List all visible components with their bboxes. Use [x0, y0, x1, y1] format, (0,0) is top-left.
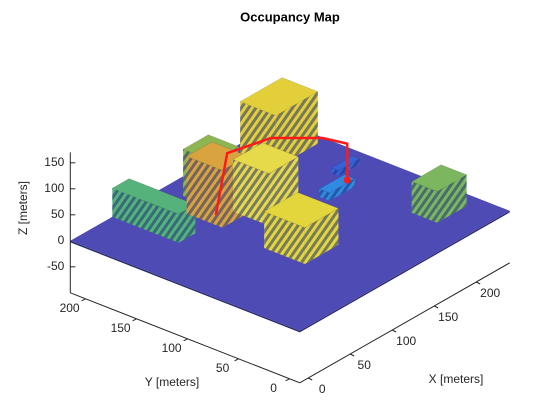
- x-tick-label: 0: [319, 382, 326, 396]
- y-tick-label: 50: [216, 361, 230, 375]
- z-tick-label: 0: [58, 233, 65, 247]
- building-top: [330, 155, 361, 172]
- building-top: [232, 142, 299, 174]
- building-side-texture: [233, 159, 269, 226]
- x-tick: [433, 305, 439, 309]
- y-tick-label: 150: [111, 321, 131, 335]
- x-tick: [307, 377, 313, 381]
- building-front-texture: [437, 174, 467, 223]
- x-tick-label: 100: [396, 334, 416, 348]
- path-end: [343, 176, 351, 184]
- y-tick: [234, 358, 239, 362]
- y-tick-label: 100: [162, 341, 182, 355]
- z-tick-label: 50: [51, 207, 65, 221]
- y-tick: [285, 378, 290, 382]
- building-front-texture: [304, 208, 339, 264]
- building-side-texture: [331, 168, 339, 176]
- z-axis-label: Z [meters]: [16, 181, 30, 235]
- x-tick-label: 50: [358, 358, 372, 372]
- x-tick: [391, 329, 397, 333]
- chart-title: Occupancy Map: [240, 9, 340, 24]
- building-side-texture: [319, 189, 330, 201]
- building-side-texture: [264, 211, 305, 264]
- y-tick-label: 200: [60, 301, 80, 315]
- y-tick: [132, 318, 137, 322]
- x-tick: [475, 281, 481, 285]
- x-axis-line: [299, 262, 511, 384]
- x-tick: [349, 353, 355, 357]
- building-top: [263, 192, 340, 228]
- building-front-texture: [275, 91, 318, 168]
- building-front-texture: [329, 178, 355, 201]
- y-tick-label: 0: [270, 381, 277, 395]
- building-top: [239, 77, 319, 116]
- building-side-texture: [411, 181, 438, 223]
- building-front-texture: [338, 158, 360, 176]
- building-top: [411, 164, 468, 192]
- x-axis-label: X [meters]: [429, 372, 484, 386]
- z-tick-label: -50: [47, 259, 65, 273]
- y-tick: [81, 298, 86, 302]
- z-tick-label: 150: [44, 155, 64, 169]
- x-tick-label: 200: [480, 286, 500, 300]
- y-axis-line: [70, 292, 300, 384]
- building-side-texture: [112, 188, 179, 243]
- x-tick-label: 150: [438, 310, 458, 324]
- flight-path: [214, 136, 349, 216]
- y-axis-label: Y [meters]: [145, 375, 199, 389]
- y-tick: [183, 338, 188, 342]
- building-side-texture: [186, 156, 223, 228]
- z-tick-label: 100: [44, 181, 64, 195]
